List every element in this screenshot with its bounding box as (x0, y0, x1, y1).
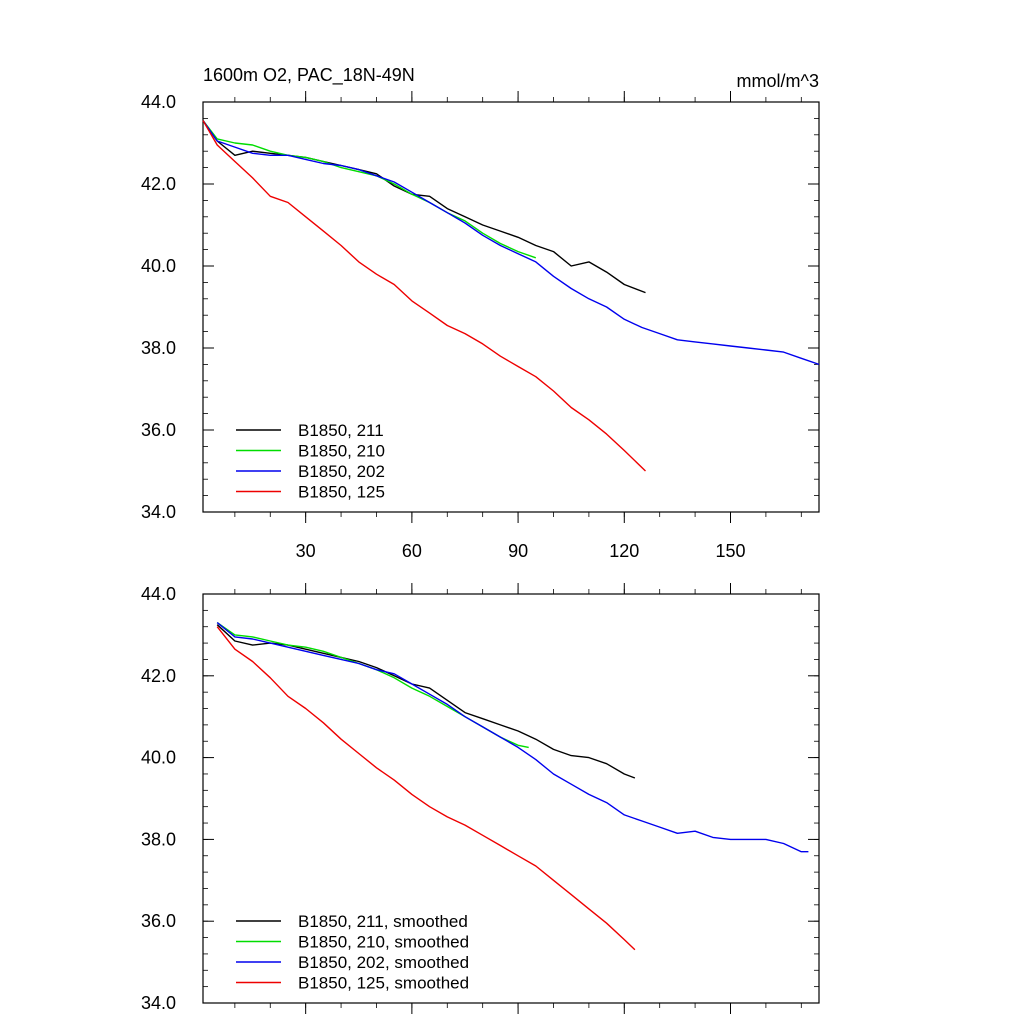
series-line-3 (202, 120, 646, 472)
series-line-3 (216, 626, 636, 951)
plot-frame (202, 593, 820, 1004)
y-tick-label: 38.0 (141, 338, 176, 358)
series-line-0 (216, 624, 636, 779)
legend-label: B1850, 125 (298, 483, 385, 502)
y-tick-label: 34.0 (141, 502, 176, 522)
legend-label: B1850, 211 (298, 421, 384, 440)
units-label: mmol/m^3 (737, 71, 819, 91)
y-tick-label: 44.0 (141, 584, 176, 604)
y-tick-label: 38.0 (141, 829, 176, 849)
bottom-panel: 34.0 36.0 38.0 40.0 42.0 44.0 B1850, 211, smoo… (141, 583, 820, 1014)
y-tick-label: 36.0 (141, 911, 176, 931)
legend-label: B1850, 125, smoothed (298, 974, 469, 993)
plot-frame (202, 101, 820, 513)
legend-label: B1850, 211, smoothed (298, 912, 468, 931)
series-line-1 (202, 120, 537, 259)
legend-label: B1850, 202 (298, 462, 385, 481)
x-tick-label: 120 (609, 541, 639, 561)
y-tick-label: 42.0 (141, 174, 176, 194)
y-tick-label: 40.0 (141, 256, 176, 276)
chart-title: 1600m O2, PAC_18N-49N (203, 65, 415, 86)
y-tick-label: 40.0 (141, 748, 176, 768)
legend-label: B1850, 202, smoothed (298, 953, 469, 972)
y-tick-label: 36.0 (141, 420, 176, 440)
series-line-0 (202, 120, 646, 294)
x-tick-label: 30 (296, 541, 316, 561)
x-tick-label: 150 (715, 541, 745, 561)
y-tick-label: 42.0 (141, 666, 176, 686)
y-tick-label: 34.0 (141, 993, 176, 1013)
legend: B1850, 211, smoothed B1850, 210, smoothed… (236, 912, 469, 993)
legend-label: B1850, 210, smoothed (298, 933, 469, 952)
top-panel: 34.0 36.0 38.0 40.0 42.0 44.0 30 60 90 120 150 B185… (141, 91, 820, 561)
x-tick-label: 90 (508, 541, 528, 561)
series-line-2 (216, 622, 809, 853)
legend-label: B1850, 210 (298, 442, 385, 461)
x-tick-label: 60 (402, 541, 422, 561)
y-tick-label: 44.0 (141, 92, 176, 112)
series-line-2 (202, 120, 820, 366)
